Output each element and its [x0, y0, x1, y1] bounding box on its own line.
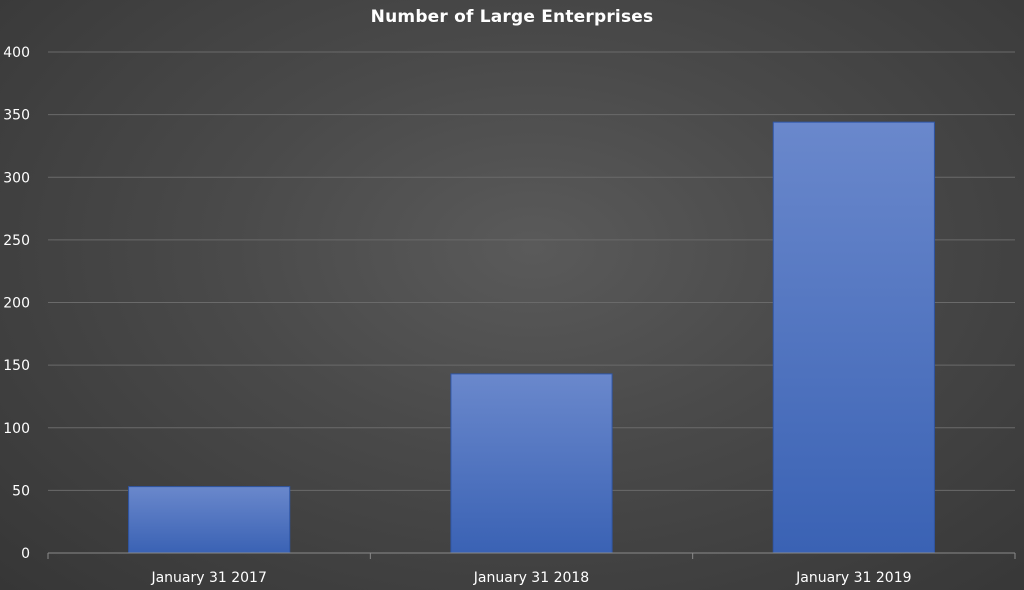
- bars: [128, 121, 935, 554]
- chart-title: Number of Large Enterprises: [370, 7, 654, 27]
- y-tick-label: 350: [3, 108, 30, 124]
- y-tick-label: 100: [3, 421, 30, 437]
- x-tick-label: January 31 2018: [473, 570, 589, 586]
- y-tick-label: 300: [3, 170, 30, 186]
- y-tick-label: 0: [21, 546, 30, 562]
- bar: [128, 486, 291, 554]
- y-axis-ticks: 0 50 100 150 200 250 300 350 400: [3, 45, 30, 562]
- y-tick-label: 400: [3, 45, 30, 61]
- x-tick-label: January 31 2019: [795, 570, 911, 586]
- x-tick-label: January 31 2017: [150, 570, 266, 586]
- y-tick-label: 250: [3, 233, 30, 249]
- y-tick-label: 50: [12, 483, 30, 499]
- y-tick-label: 150: [3, 358, 30, 374]
- y-tick-label: 200: [3, 296, 30, 312]
- bar: [450, 373, 613, 554]
- x-axis: [47, 552, 1016, 559]
- bar: [772, 121, 935, 554]
- x-axis-ticks: January 31 2017 January 31 2018 January 31…: [150, 570, 911, 586]
